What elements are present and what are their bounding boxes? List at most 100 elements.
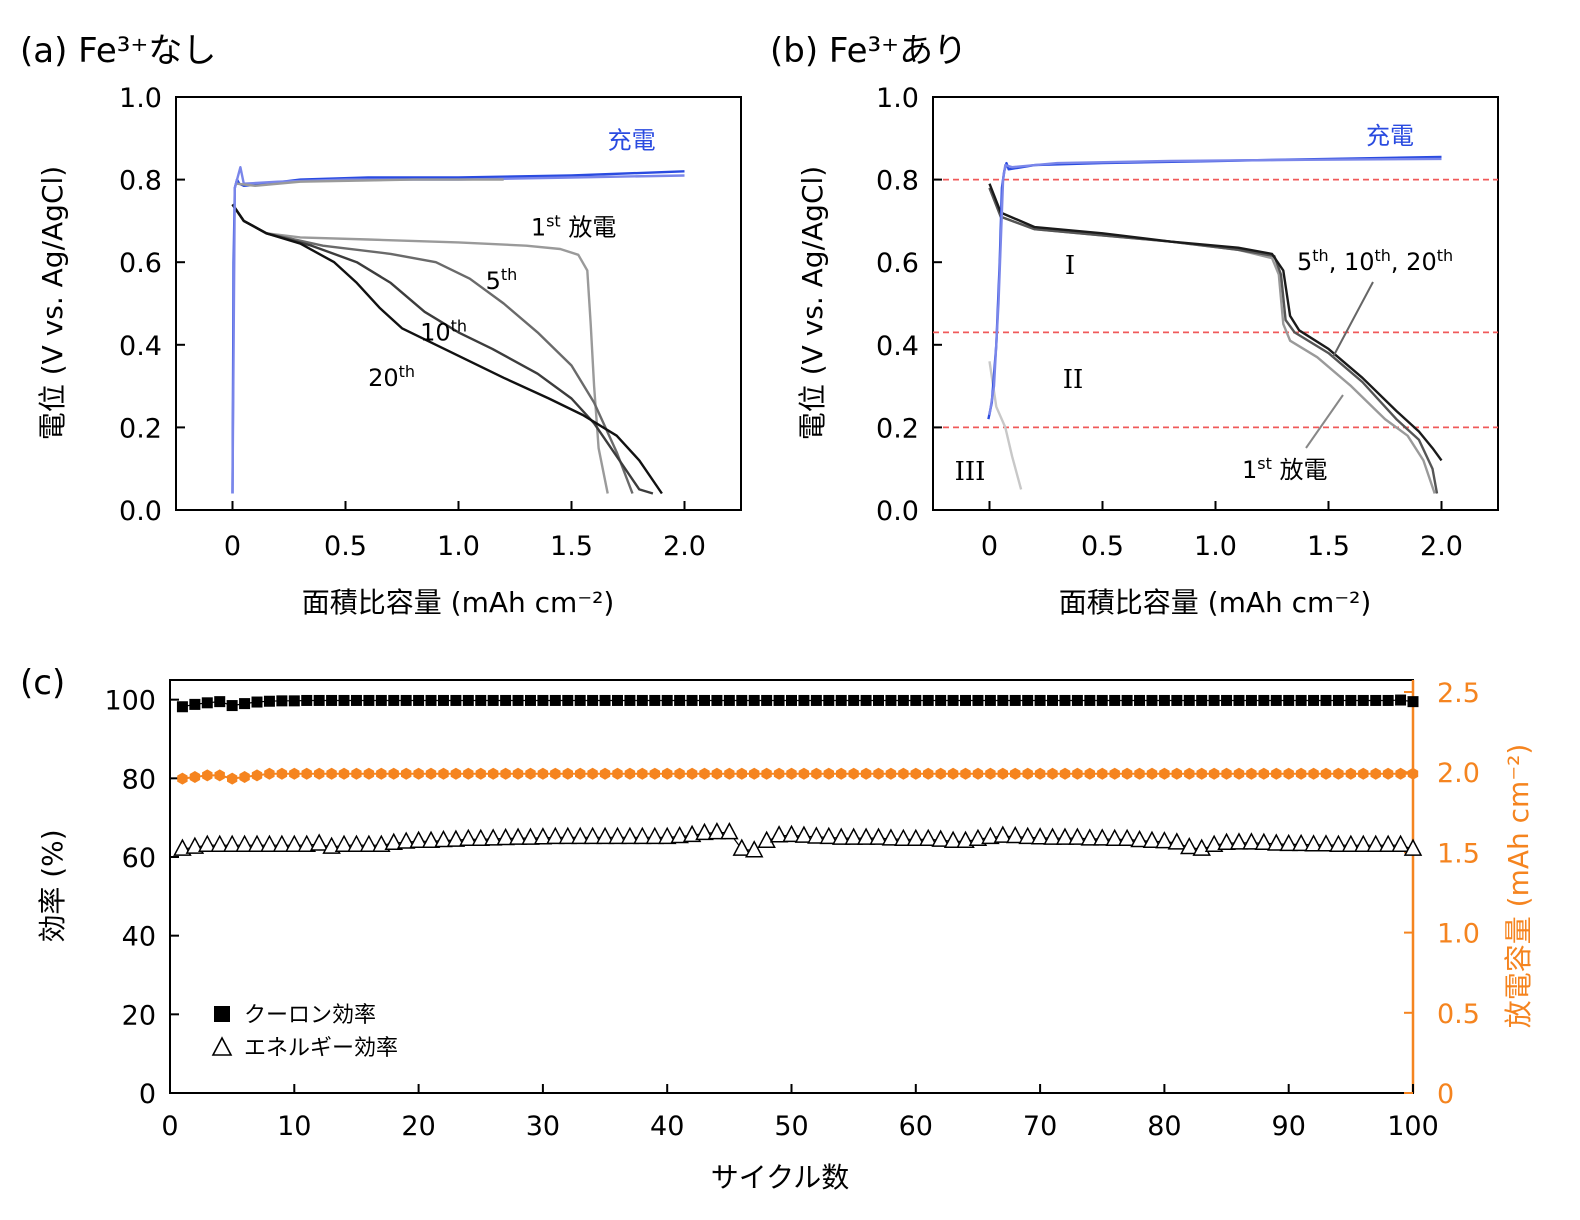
capacity-point <box>649 767 660 780</box>
capacity-point <box>1146 767 1158 780</box>
annotation-cycles-5-10-20: 5th, 10th, 20th <box>1297 246 1453 276</box>
energy-efficiency-point <box>1080 828 1100 846</box>
panel-c-y2-tick-label: 2.5 <box>1437 678 1480 709</box>
energy-efficiency-point <box>359 834 379 852</box>
coulomb-efficiency-point <box>338 694 350 706</box>
capacity-point <box>1196 767 1207 780</box>
capacity-point <box>1345 767 1356 780</box>
capacity-point <box>562 767 573 780</box>
panel-b-curve-0 <box>988 187 1436 494</box>
capacity-point <box>189 771 201 783</box>
panel-c-y-tick-label: 40 <box>122 922 156 953</box>
panel-c-legend: クーロン効率 エネルギー効率 <box>211 1003 398 1061</box>
capacity-point <box>1308 767 1319 780</box>
coulomb-efficiency-point <box>1295 694 1307 706</box>
capacity-point <box>463 767 474 780</box>
capacity-point <box>1109 767 1120 780</box>
panel-c-x-label: サイクル数 <box>711 1161 850 1194</box>
coulomb-efficiency-point <box>1109 694 1121 706</box>
capacity-point <box>301 767 312 780</box>
coulomb-efficiency-point <box>736 694 748 706</box>
capacity-point <box>450 767 462 780</box>
coulomb-efficiency-point <box>487 694 499 706</box>
energy-efficiency-point <box>670 825 689 844</box>
energy-efficiency-point <box>819 826 839 845</box>
energy-efficiency-point <box>1378 834 1398 852</box>
coulomb-efficiency-point <box>1059 694 1071 706</box>
panel-b-y-tick-label: 0.4 <box>876 331 919 362</box>
coulomb-efficiency-point <box>984 694 996 706</box>
energy-efficiency-point <box>918 828 938 847</box>
panel-c-x-tick-label: 90 <box>1272 1111 1306 1142</box>
energy-efficiency-point <box>285 834 304 852</box>
coulomb-efficiency-point <box>910 694 922 706</box>
coulomb-efficiency-point <box>500 694 512 706</box>
energy-efficiency-point <box>459 828 478 847</box>
panel-c-y2-tick-label: 0 <box>1437 1079 1454 1110</box>
energy-efficiency-point <box>583 826 602 845</box>
annotation-charge-b: 充電 <box>1366 122 1414 150</box>
panel-a-y-tick-label: 0.8 <box>119 166 162 197</box>
energy-efficiency-point <box>956 830 975 849</box>
capacity-point <box>1022 767 1033 780</box>
capacity-point <box>1134 767 1145 780</box>
capacity-point <box>798 767 810 780</box>
capacity-point <box>1072 767 1083 780</box>
coulomb-efficiency-point <box>462 694 474 706</box>
energy-efficiency-point <box>794 825 814 843</box>
capacity-point <box>1358 767 1369 780</box>
capacity-point <box>662 767 673 780</box>
region-label-iii: III <box>955 457 986 487</box>
capacity-point <box>960 767 971 780</box>
coulomb-efficiency-point <box>997 694 1009 706</box>
capacity-point <box>1258 767 1269 780</box>
panel-a-x-tick-label: 0.5 <box>324 531 367 562</box>
legend-label-energy: エネルギー効率 <box>244 1036 398 1061</box>
capacity-point <box>711 767 723 780</box>
capacity-point <box>587 767 598 780</box>
panel-a-ticks: 0 0.5 1.0 1.5 2.0 0.0 0.2 0.4 0.6 0.8 1.0 <box>119 83 706 562</box>
energy-efficiency-point <box>1242 832 1261 850</box>
capacity-point <box>1010 767 1021 780</box>
panel-b-x-tick-label: 0 <box>981 531 998 562</box>
energy-efficiency-point <box>347 834 366 852</box>
energy-efficiency-point <box>943 830 963 849</box>
panel-c: (c) 0 10 20 30 40 50 60 70 80 90 10002040608010000… <box>20 663 1535 1194</box>
coulomb-efficiency-point <box>1345 694 1357 706</box>
energy-efficiency-point <box>483 828 503 846</box>
capacity-point <box>1121 767 1133 780</box>
panel-b: (b) Fe³⁺あり 0 0.5 1.0 1.5 2.0 0.0 0.2 0.4 0.6 0.8 1… <box>770 31 1499 619</box>
panel-c-x-tick-label: 30 <box>526 1111 560 1142</box>
panel-a-x-tick-label: 0 <box>224 531 241 562</box>
capacity-point <box>898 767 909 780</box>
capacity-point <box>239 771 250 783</box>
energy-efficiency-point <box>396 831 416 849</box>
energy-efficiency-point <box>720 822 739 840</box>
coulomb-efficiency-point <box>786 694 797 706</box>
coulomb-efficiency-point <box>263 695 275 707</box>
capacity-point <box>910 767 921 780</box>
panel-c-frame <box>169 679 1414 1094</box>
panel-a-title: (a) Fe³⁺なし <box>20 31 216 71</box>
energy-efficiency-point <box>1279 833 1298 852</box>
panel-c-x-tick-label: 10 <box>277 1111 311 1142</box>
capacity-point <box>699 767 710 780</box>
capacity-point <box>1097 767 1108 780</box>
capacity-point <box>1295 767 1307 780</box>
coulomb-efficiency-point <box>835 694 847 706</box>
coulomb-efficiency-point <box>686 694 698 706</box>
coulomb-efficiency-line <box>182 699 1414 708</box>
energy-efficiency-point <box>856 827 876 845</box>
energy-efficiency-point <box>633 826 652 845</box>
panel-a-y-label: 電位 (V vs. Ag/AgCl) <box>36 166 69 440</box>
coulomb-efficiency-point <box>400 694 412 706</box>
panel-b-curve-5 <box>988 157 1442 416</box>
panel-c-y2-tick-label: 2.0 <box>1437 758 1480 789</box>
coulomb-efficiency-point <box>599 694 611 706</box>
capacity-point <box>202 769 213 782</box>
coulomb-efficiency-point <box>810 694 822 706</box>
energy-efficiency-point <box>682 824 702 843</box>
energy-efficiency-point <box>769 825 789 843</box>
capacity-point <box>401 767 412 780</box>
